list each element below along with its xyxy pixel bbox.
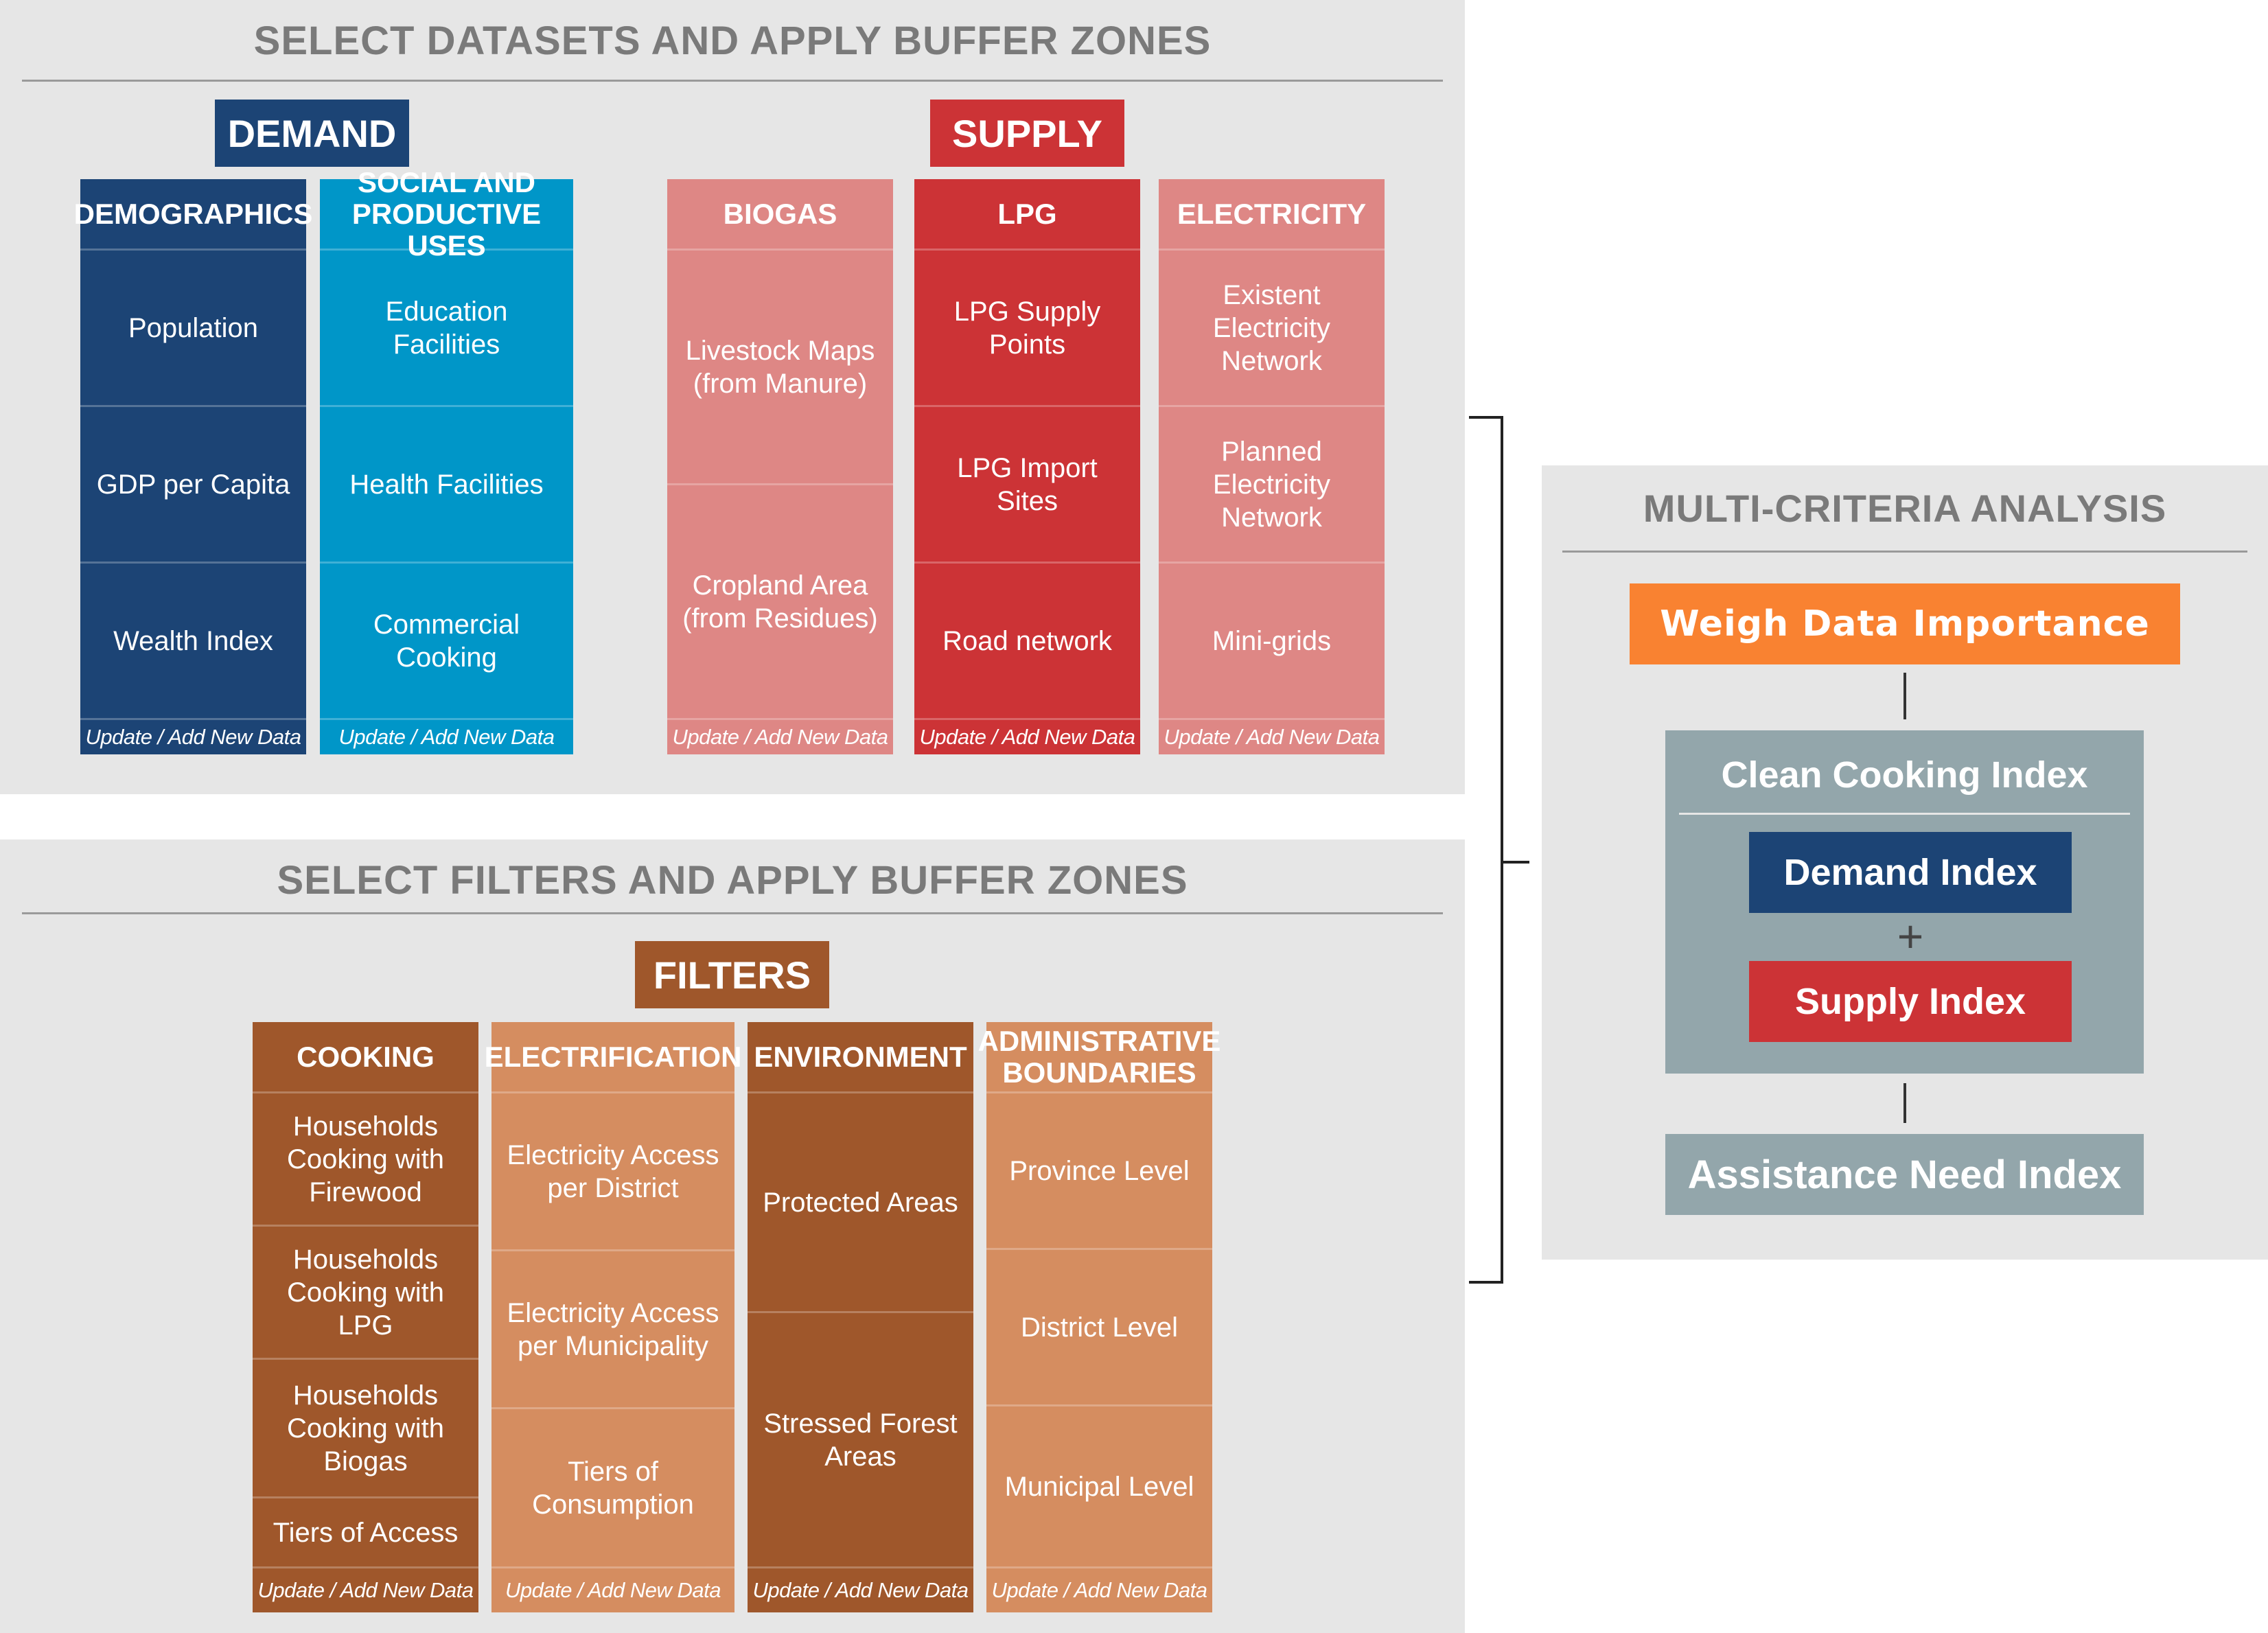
filter-item-access-municipality[interactable]: Electricity Access per Municipality: [491, 1251, 734, 1409]
filter-item-access-district[interactable]: Electricity Access per District: [491, 1093, 734, 1251]
datasets-title: SELECT DATASETS AND APPLY BUFFER ZONES: [253, 19, 1212, 63]
filter-item-stressed-forest[interactable]: Stressed Forest Areas: [748, 1313, 973, 1568]
update-data-link[interactable]: Update / Add New Data: [672, 725, 888, 749]
weigh-data-importance-button[interactable]: Weigh Data Importance: [1630, 583, 2180, 664]
dataset-item-wealth[interactable]: Wealth Index: [80, 564, 306, 720]
supply-header: SUPPLY: [930, 100, 1124, 167]
filter-item-firewood[interactable]: Households Cooking with Firewood: [253, 1093, 478, 1227]
column-header: COOKING: [253, 1022, 478, 1093]
filter-item-lpg[interactable]: Households Cooking with LPG: [253, 1227, 478, 1360]
update-data-link[interactable]: Update / Add New Data: [919, 725, 1135, 749]
datasets-title-rule: [22, 80, 1443, 82]
dataset-item-education[interactable]: Education Facilities: [320, 251, 573, 407]
column-header: ADMINISTRATIVE BOUNDARIES: [978, 1022, 1220, 1093]
column-header: SOCIAL AND PRODUCTIVE USES: [320, 166, 573, 261]
column-header: ELECTRIFICATION: [485, 1022, 741, 1093]
filters-title-rule: [22, 912, 1443, 914]
clean-cooking-index-label: Clean Cooking Index: [1721, 754, 2088, 796]
electricity-column: ELECTRICITY Existent Electricity Network…: [1159, 179, 1385, 754]
administrative-column: ADMINISTRATIVE BOUNDARIES Province Level…: [978, 1022, 1220, 1612]
filters-title: SELECT FILTERS AND APPLY BUFFER ZONES: [277, 858, 1188, 903]
dataset-item-planned-network[interactable]: Planned Electricity Network: [1159, 407, 1385, 564]
dataset-item-road[interactable]: Road network: [914, 564, 1140, 720]
connector-line: [1903, 1083, 1906, 1123]
dataset-item-cropland[interactable]: Cropland Area (from Residues): [667, 485, 893, 720]
column-header: ELECTRICITY: [1159, 179, 1385, 251]
filter-item-district[interactable]: District Level: [986, 1250, 1212, 1406]
filters-panel: SELECT FILTERS AND APPLY BUFFER ZONES FI…: [0, 839, 1465, 1633]
biogas-column: BIOGAS Livestock Maps (from Manure) Crop…: [667, 179, 893, 754]
supply-index-box[interactable]: Supply Index: [1749, 961, 2072, 1042]
demographics-column: DEMOGRAPHICS Population GDP per Capita W…: [74, 179, 312, 754]
clean-cooking-index-box: Clean Cooking Index Demand Index + Suppl…: [1665, 730, 2144, 1074]
update-data-link[interactable]: Update / Add New Data: [85, 725, 301, 749]
column-header: DEMOGRAPHICS: [74, 179, 312, 251]
datasets-panel: SELECT DATASETS AND APPLY BUFFER ZONES D…: [0, 0, 1465, 794]
filter-item-province[interactable]: Province Level: [986, 1093, 1212, 1250]
connector-line: [1903, 673, 1906, 719]
plus-sign: +: [1897, 911, 1924, 962]
electrification-column: ELECTRIFICATION Electricity Access per D…: [485, 1022, 741, 1612]
mca-panel: MULTI-CRITERIA ANALYSIS Weigh Data Impor…: [1542, 465, 2268, 1260]
demand-index-box[interactable]: Demand Index: [1749, 832, 2072, 913]
filter-item-municipal[interactable]: Municipal Level: [986, 1406, 1212, 1568]
cooking-column: COOKING Households Cooking with Firewood…: [253, 1022, 478, 1612]
update-data-link[interactable]: Update / Add New Data: [338, 725, 555, 749]
dataset-item-commercial[interactable]: Commercial Cooking: [320, 564, 573, 720]
column-header: ENVIRONMENT: [748, 1022, 973, 1093]
filters-header: FILTERS: [635, 941, 829, 1008]
update-data-link[interactable]: Update / Add New Data: [1164, 725, 1380, 749]
filter-item-biogas[interactable]: Households Cooking with Biogas: [253, 1360, 478, 1498]
update-data-link[interactable]: Update / Add New Data: [257, 1578, 474, 1602]
dataset-item-minigrids[interactable]: Mini-grids: [1159, 564, 1385, 720]
mca-title-rule: [1562, 551, 2247, 553]
mca-title: MULTI-CRITERIA ANALYSIS: [1643, 487, 2167, 530]
update-data-link[interactable]: Update / Add New Data: [505, 1578, 721, 1602]
column-header: LPG: [914, 179, 1140, 251]
dataset-item-gdp[interactable]: GDP per Capita: [80, 407, 306, 564]
dataset-item-lpg-supply[interactable]: LPG Supply Points: [914, 251, 1140, 407]
lpg-column: LPG LPG Supply Points LPG Import Sites R…: [914, 179, 1140, 754]
demand-header: DEMAND: [215, 100, 409, 167]
filter-item-tiers-consumption[interactable]: Tiers of Consumption: [491, 1409, 734, 1568]
clean-cooking-rule: [1679, 813, 2130, 815]
dataset-item-existent-network[interactable]: Existent Electricity Network: [1159, 251, 1385, 407]
update-data-link[interactable]: Update / Add New Data: [752, 1578, 969, 1602]
filter-item-protected[interactable]: Protected Areas: [748, 1093, 973, 1313]
assistance-need-index-box[interactable]: Assistance Need Index: [1665, 1134, 2144, 1215]
dataset-item-health[interactable]: Health Facilities: [320, 407, 573, 564]
filter-item-tiers-access[interactable]: Tiers of Access: [253, 1498, 478, 1568]
dataset-item-population[interactable]: Population: [80, 251, 306, 407]
column-header: BIOGAS: [667, 179, 893, 251]
dataset-item-livestock[interactable]: Livestock Maps (from Manure): [667, 251, 893, 485]
environment-column: ENVIRONMENT Protected Areas Stressed For…: [748, 1022, 973, 1612]
dataset-item-lpg-import[interactable]: LPG Import Sites: [914, 407, 1140, 564]
social-productive-column: SOCIAL AND PRODUCTIVE USES Education Fac…: [320, 166, 573, 754]
update-data-link[interactable]: Update / Add New Data: [991, 1578, 1207, 1602]
